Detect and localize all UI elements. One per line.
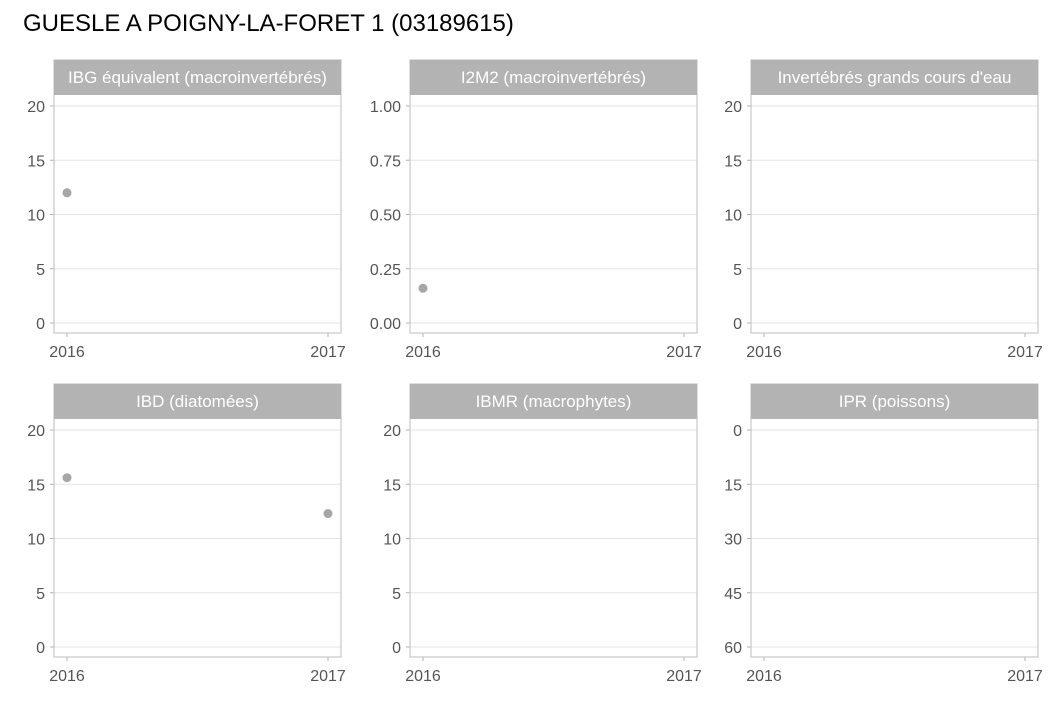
panel-1: 0 5 10 15 20 2016 2017 IBG équivalent (macroinv… <box>27 59 346 361</box>
panel-border <box>53 59 342 334</box>
strip-header <box>751 384 1038 419</box>
y-tick-label: 30 <box>724 532 742 549</box>
panels-grid: 0 5 10 15 20 2016 2017 IBG équivalent (macroinv… <box>27 59 1043 685</box>
y-tick-label: 15 <box>27 477 45 494</box>
y-tick-label: 15 <box>724 153 742 170</box>
x-tick-label: 2016 <box>746 344 782 361</box>
y-tick-label: 20 <box>383 423 401 440</box>
strip-title: IBMR (macrophytes) <box>476 392 632 411</box>
strip-title: I2M2 (macroinvertébrés) <box>461 68 646 87</box>
y-tick-label: 45 <box>724 586 742 603</box>
x-tick-label: 2016 <box>49 344 85 361</box>
y-tick-label: 15 <box>27 153 45 170</box>
panel-border <box>409 383 698 658</box>
y-tick-label: 5 <box>36 586 45 603</box>
y-tick-label: 15 <box>724 477 742 494</box>
y-tick-label: 0 <box>733 316 742 333</box>
panel-border <box>53 383 342 658</box>
y-tick-label: 5 <box>733 262 742 279</box>
strip-header <box>54 60 341 95</box>
x-tick-label: 2017 <box>1007 344 1043 361</box>
y-tick-label: 0 <box>36 316 45 333</box>
y-tick-label: 1.00 <box>370 99 401 116</box>
x-tick-label: 2017 <box>1007 668 1043 685</box>
panel-3: 0 5 10 15 20 2016 2017 Invertébrés grands cours… <box>724 59 1043 361</box>
strip-header <box>410 384 697 419</box>
y-tick-label: 0.50 <box>370 208 401 225</box>
x-tick-label: 2017 <box>666 668 702 685</box>
y-tick-label: 0.75 <box>370 153 401 170</box>
y-tick-label: 0.00 <box>370 316 401 333</box>
y-tick-label: 0.25 <box>370 262 401 279</box>
y-tick-label: 5 <box>392 586 401 603</box>
panel-4: 0 5 10 15 20 2016 2017 IBD (diatomées) <box>27 383 346 685</box>
data-point <box>418 283 428 293</box>
y-tick-label: 5 <box>36 262 45 279</box>
x-tick-label: 2016 <box>49 668 85 685</box>
y-tick-label: 20 <box>27 99 45 116</box>
panel-2: 0.00 0.25 0.50 0.75 1.00 2016 2017 I2M2 (macroi… <box>370 59 702 361</box>
x-tick-label: 2016 <box>746 668 782 685</box>
strip-header <box>410 60 697 95</box>
strip-header <box>54 384 341 419</box>
x-tick-label: 2017 <box>310 668 346 685</box>
y-tick-label: 20 <box>27 423 45 440</box>
x-tick-label: 2017 <box>666 344 702 361</box>
strip-title: IBG équivalent (macroinvertébrés) <box>68 68 327 87</box>
panel-border <box>750 383 1039 658</box>
y-tick-label: 15 <box>383 477 401 494</box>
y-tick-label: 20 <box>724 99 742 116</box>
y-tick-label: 0 <box>392 640 401 657</box>
x-tick-label: 2016 <box>405 344 441 361</box>
data-point <box>323 509 333 519</box>
data-point <box>62 188 72 198</box>
strip-title: Invertébrés grands cours d'eau <box>778 68 1012 87</box>
panel-5: 0 5 10 15 20 2016 2017 IBMR (macrophytes) <box>383 383 702 685</box>
y-tick-label: 0 <box>36 640 45 657</box>
y-tick-label: 10 <box>383 532 401 549</box>
page-title: GUESLE A POIGNY-LA-FORET 1 (03189615) <box>23 10 514 37</box>
panel-border <box>409 59 698 334</box>
y-tick-label: 10 <box>27 532 45 549</box>
data-point <box>62 473 72 483</box>
strip-header <box>751 60 1038 95</box>
panel-border <box>750 59 1039 334</box>
y-tick-label: 10 <box>724 208 742 225</box>
strip-title: IPR (poissons) <box>839 392 950 411</box>
y-tick-label: 0 <box>733 423 742 440</box>
y-tick-label: 60 <box>724 640 742 657</box>
y-tick-label: 10 <box>27 208 45 225</box>
x-tick-label: 2017 <box>310 344 346 361</box>
x-tick-label: 2016 <box>405 668 441 685</box>
strip-title: IBD (diatomées) <box>136 392 259 411</box>
